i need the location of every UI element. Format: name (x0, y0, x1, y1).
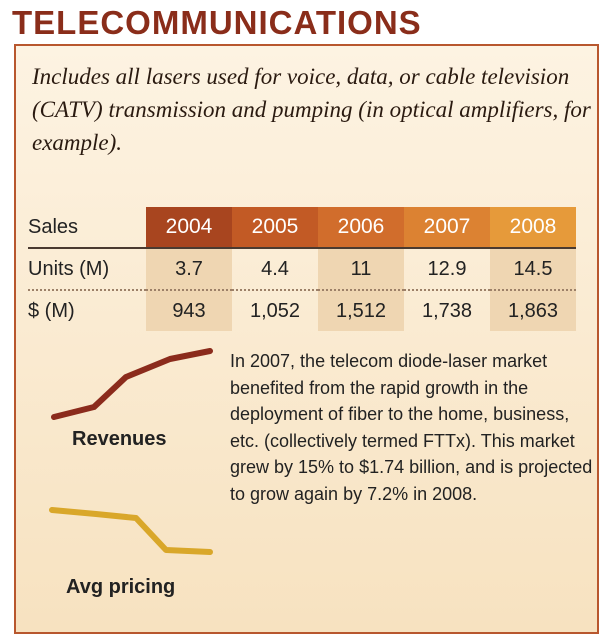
table-row: $ (M) 943 1,052 1,512 1,738 1,863 (28, 290, 576, 331)
info-panel (14, 44, 599, 634)
intro-text: Includes all lasers used for voice, data… (32, 64, 591, 155)
year-header: 2008 (490, 207, 576, 249)
table-cell: 4.4 (232, 248, 318, 291)
pricing-label: Avg pricing (66, 576, 176, 598)
table-header-row: Sales 2004 2005 2006 2007 2008 (28, 207, 576, 249)
revenues-trend-line (51, 348, 213, 420)
year-header: 2004 (146, 207, 232, 249)
table-cell: 943 (146, 290, 232, 331)
table-cell: 1,052 (249, 299, 301, 322)
table-cell: 1,863 (490, 290, 576, 331)
year-header: 2005 (232, 207, 318, 249)
year-header: 2007 (404, 207, 490, 249)
revenues-trend-icon (51, 348, 213, 420)
description-text: In 2007, the telecom diode-laser market … (230, 351, 593, 504)
sales-header: Sales (28, 207, 146, 249)
table-row: Units (M) 3.7 4.4 11 12.9 14.5 (28, 248, 576, 291)
table-cell: 14.5 (490, 248, 576, 291)
table-cell: 1,738 (421, 299, 473, 322)
pricing-trend-icon (49, 507, 213, 555)
row-label: $ (M) (28, 299, 75, 322)
pricing-trend-line (49, 507, 213, 555)
year-header: 2006 (318, 207, 404, 249)
page-title: TELECOMMUNICATIONS (12, 4, 422, 41)
table-cell: 11 (318, 248, 404, 291)
sales-table: Sales 2004 2005 2006 2007 2008 Units (M)… (28, 207, 576, 331)
table-cell: 1,512 (318, 290, 404, 331)
row-label: Units (M) (28, 248, 146, 291)
table-cell: 3.7 (146, 248, 232, 291)
table-cell: 12.9 (404, 248, 490, 291)
revenues-label: Revenues (72, 428, 167, 450)
